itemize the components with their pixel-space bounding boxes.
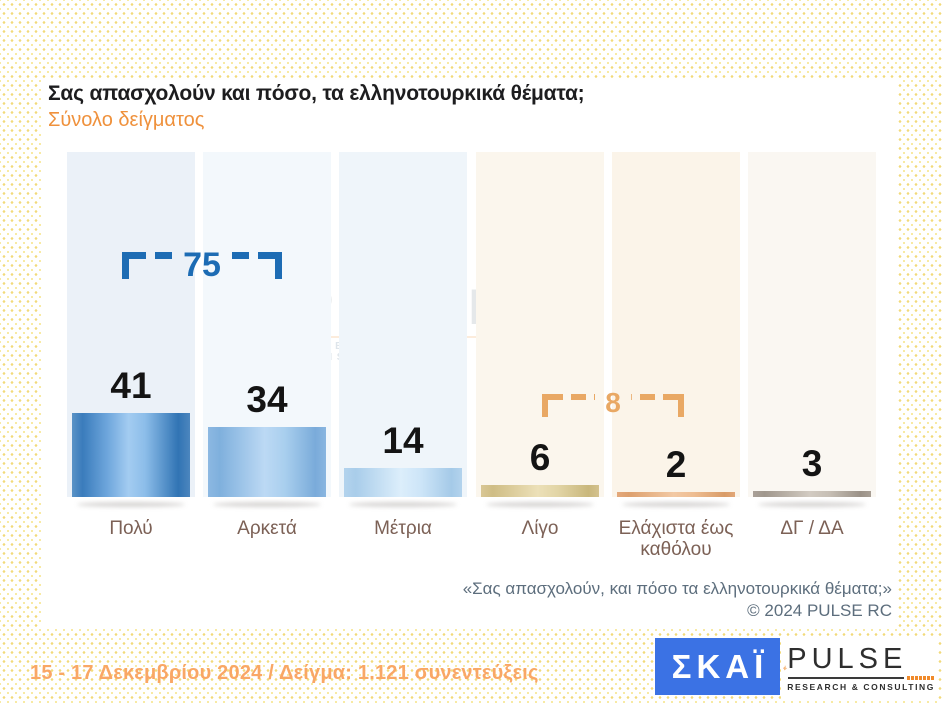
chart-column: 14: [339, 152, 467, 507]
skai-logo: ΣΚΑΪ: [655, 638, 780, 695]
bar-shadow: [213, 502, 321, 507]
bar-shadow: [758, 502, 866, 507]
bracket-corner-left: [542, 394, 548, 417]
bar: [72, 413, 190, 497]
group-total-label: 75: [183, 246, 221, 284]
group-bracket-not-concerned: 8: [542, 389, 685, 417]
bracket-dashes: [230, 252, 276, 259]
pulse-logo-rule-row: [788, 675, 935, 680]
category-label: Λίγο: [521, 518, 559, 539]
skai-logo-text: ΣΚΑΪ: [671, 647, 769, 685]
category-label: ΔΓ / ΔΑ: [780, 518, 844, 539]
pulse-heartbeat-icon: [783, 665, 788, 671]
bracket-corner-right: [678, 394, 685, 417]
bracket-dashes: [630, 394, 679, 400]
bar: [753, 491, 871, 497]
chart-column: 6: [476, 152, 604, 507]
group-bracket-concerned: 75: [122, 248, 283, 282]
bracket-corner-left: [122, 252, 129, 279]
bar-value-label: 34: [246, 379, 288, 420]
category-label: Μέτρια: [374, 518, 432, 539]
bracket-corner-right: [275, 252, 283, 279]
chart-column: 3: [748, 152, 876, 507]
bar-value-label: 14: [382, 420, 424, 461]
category-label: Πολύ: [109, 518, 153, 539]
bar-shadow: [349, 502, 457, 507]
group-total-label: 8: [605, 387, 621, 418]
page-subtitle: Σύνολο δείγματος: [48, 109, 205, 131]
pulse-logo-orange-mark: [907, 675, 935, 680]
pulse-logo-subtitle: RESEARCH & CONSULTING: [787, 681, 935, 692]
page-title: Σας απασχολούν και πόσο, τα ελληνοτουρκι…: [48, 82, 585, 105]
pulse-logo-text: PULSE RESEARCH & CONSULTING: [787, 642, 935, 692]
bar-value-label: 2: [665, 444, 687, 485]
bar: [344, 468, 462, 497]
category-label: Αρκετά: [237, 518, 297, 539]
chart-panel: Σας απασχολούν και πόσο, τα ελληνοτουρκι…: [42, 78, 898, 627]
chart-column: 2: [612, 152, 740, 507]
pulse-logo-name: PULSE: [787, 642, 908, 675]
bar-shadow: [486, 502, 594, 507]
bar-shadow: [622, 502, 730, 507]
chart-column: 41: [67, 152, 195, 507]
bar: [481, 485, 599, 497]
bracket-dashes: [548, 394, 596, 400]
chart-column: 34: [203, 152, 331, 507]
bar: [617, 492, 735, 497]
pulse-logo-rule: [788, 676, 904, 679]
bar: [208, 427, 326, 497]
footnote: «Σας απασχολούν, και πόσο τα ελληνοτουρκ…: [463, 578, 892, 622]
pulse-logo: PULSE RESEARCH & CONSULTING: [781, 636, 937, 700]
bar-value-label: 6: [529, 437, 551, 478]
bar-value-label: 3: [801, 443, 823, 484]
footnote-copyright: © 2024 PULSE RC: [747, 601, 892, 620]
footnote-quote: «Σας απασχολούν, και πόσο τα ελληνοτουρκ…: [462, 579, 892, 598]
bar-shadow: [77, 502, 185, 507]
category-label: Ελάχιστα έως καθόλου: [618, 518, 734, 560]
bracket-dashes: [129, 252, 174, 259]
survey-date-sample: 15 - 17 Δεκεμβρίου 2024 / Δείγμα: 1.121 …: [30, 662, 539, 684]
bar-value-label: 41: [110, 365, 152, 406]
